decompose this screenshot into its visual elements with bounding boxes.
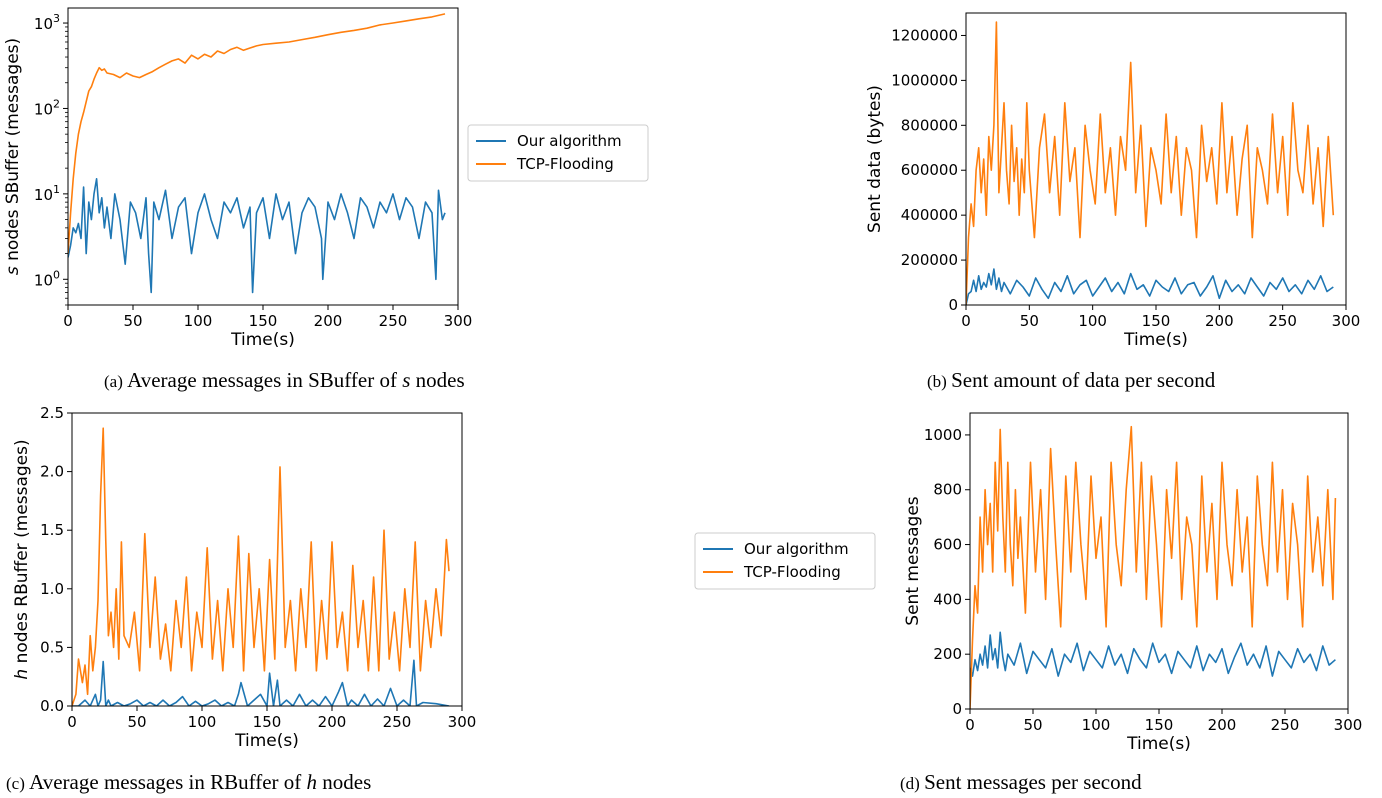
x-tick-label: 250 (379, 312, 408, 330)
series-line-tcp-flooding-a (68, 13, 446, 254)
y-tick-label: 1200000 (891, 26, 958, 44)
y-axis-label: Sent data (bytes) (865, 85, 885, 233)
x-tick-label: 150 (1142, 312, 1171, 330)
x-tick-label: 0 (965, 716, 975, 734)
caption-c: (c) Average messages in RBuffer of h nod… (6, 770, 371, 794)
x-axis-label: Time(s) (230, 330, 295, 350)
x-tick-label: 100 (1078, 312, 1107, 330)
y-tick-label: 1.5 (40, 521, 64, 539)
x-tick-label: 0 (67, 713, 77, 731)
x-tick-label: 250 (1268, 312, 1297, 330)
x-tick-label: 200 (318, 713, 347, 731)
legend-bottom: Our algorithm TCP-Flooding (694, 532, 876, 590)
legend-top: Our algorithm TCP-Flooding (467, 124, 649, 182)
x-tick-label: 200 (1208, 716, 1237, 734)
y-tick-label: 800 (933, 481, 962, 499)
y-tick-label: 400000 (901, 206, 958, 224)
x-tick-label: 50 (1023, 716, 1042, 734)
legend-label: TCP-Flooding (743, 563, 841, 581)
y-tick-label: 102 (34, 97, 60, 118)
series-line-tcp-flooding-c (72, 427, 450, 706)
y-tick-label: 100 (34, 268, 60, 289)
y-tick-label: 1.0 (40, 580, 64, 598)
x-tick-label: 200 (314, 312, 343, 330)
legend-label: TCP-Flooding (516, 155, 614, 173)
x-tick-label: 300 (444, 312, 473, 330)
legend-box (694, 532, 876, 590)
y-tick-label: 0.0 (40, 697, 64, 715)
y-tick-label: 2.5 (40, 404, 64, 422)
y-tick-label: 800000 (901, 116, 958, 134)
x-tick-label: 150 (1145, 716, 1174, 734)
plot-frame-a (67, 7, 459, 306)
y-tick-label: 101 (34, 183, 60, 204)
y-axis-label: s nodes SBuffer (messages) (3, 38, 23, 275)
x-axis-label: Time(s) (1126, 734, 1191, 754)
x-tick-label: 50 (123, 312, 142, 330)
legend-label: Our algorithm (744, 540, 849, 558)
x-tick-label: 0 (961, 312, 971, 330)
y-tick-label: 400 (933, 590, 962, 608)
x-tick-label: 150 (253, 713, 282, 731)
y-tick-label: 1000000 (891, 71, 958, 89)
y-tick-label: 600 (933, 536, 962, 554)
plot-frame-b (965, 12, 1347, 306)
y-tick-label: 600000 (901, 161, 958, 179)
y-tick-label: 0.5 (40, 638, 64, 656)
series-line-our-algorithm-a (68, 178, 446, 294)
legend-box (467, 124, 649, 182)
y-tick-label: 200 (933, 645, 962, 663)
x-tick-label: 50 (1020, 312, 1039, 330)
x-tick-label: 100 (188, 713, 217, 731)
y-tick-label: 0 (952, 700, 962, 718)
x-tick-label: 100 (1082, 716, 1111, 734)
y-tick-label: 1000 (924, 426, 962, 444)
x-tick-label: 200 (1205, 312, 1234, 330)
chart-panel-b: 0 50 100 150 200 250 300 0 200000 400000 600000 800… (865, 12, 1361, 350)
x-axis-label: Time(s) (1123, 330, 1188, 350)
series-line-tcp-flooding-b (966, 21, 1335, 305)
y-tick-label: 103 (34, 12, 60, 33)
plot-frame-c (71, 412, 463, 707)
chart-panel-a: 0 50 100 150 200 250 300 100 101 102 103 Time(s) s n… (3, 7, 473, 350)
chart-panel-d: 0 50 100 150 200 250 300 0 200 400 600 800 1000 Time(… (903, 412, 1363, 754)
caption-b: (b) Sent amount of data per second (927, 368, 1216, 392)
x-tick-label: 100 (184, 312, 213, 330)
legend-label: Our algorithm (517, 132, 622, 150)
x-tick-label: 300 (1332, 312, 1361, 330)
x-tick-label: 250 (1271, 716, 1300, 734)
x-tick-label: 300 (1334, 716, 1363, 734)
series-line-our-algorithm-b (966, 268, 1334, 305)
x-tick-label: 50 (127, 713, 146, 731)
x-tick-label: 250 (383, 713, 412, 731)
caption-d: (d) Sent messages per second (900, 770, 1142, 794)
x-axis-label: Time(s) (234, 731, 299, 751)
caption-a: (a) Average messages in SBuffer of s nod… (104, 368, 465, 392)
series-line-our-algorithm-d (970, 631, 1336, 677)
y-axis-label: Sent messages (903, 496, 923, 625)
captions: (a) Average messages in SBuffer of s nod… (6, 368, 1216, 794)
x-tick-label: 0 (63, 312, 73, 330)
y-tick-label: 2.0 (40, 463, 64, 481)
y-tick-label: 200000 (901, 251, 958, 269)
y-tick-label: 0 (948, 296, 958, 314)
x-tick-label: 150 (249, 312, 278, 330)
chart-panel-c: 0 50 100 150 200 250 300 0.0 0.5 1.0 1.5 2.0 2.5 Time… (12, 404, 476, 751)
series-line-our-algorithm-c (72, 659, 450, 706)
series-line-tcp-flooding-d (970, 425, 1337, 709)
y-axis-label: h nodes RBuffer (messages) (12, 439, 32, 679)
x-tick-label: 300 (448, 713, 477, 731)
